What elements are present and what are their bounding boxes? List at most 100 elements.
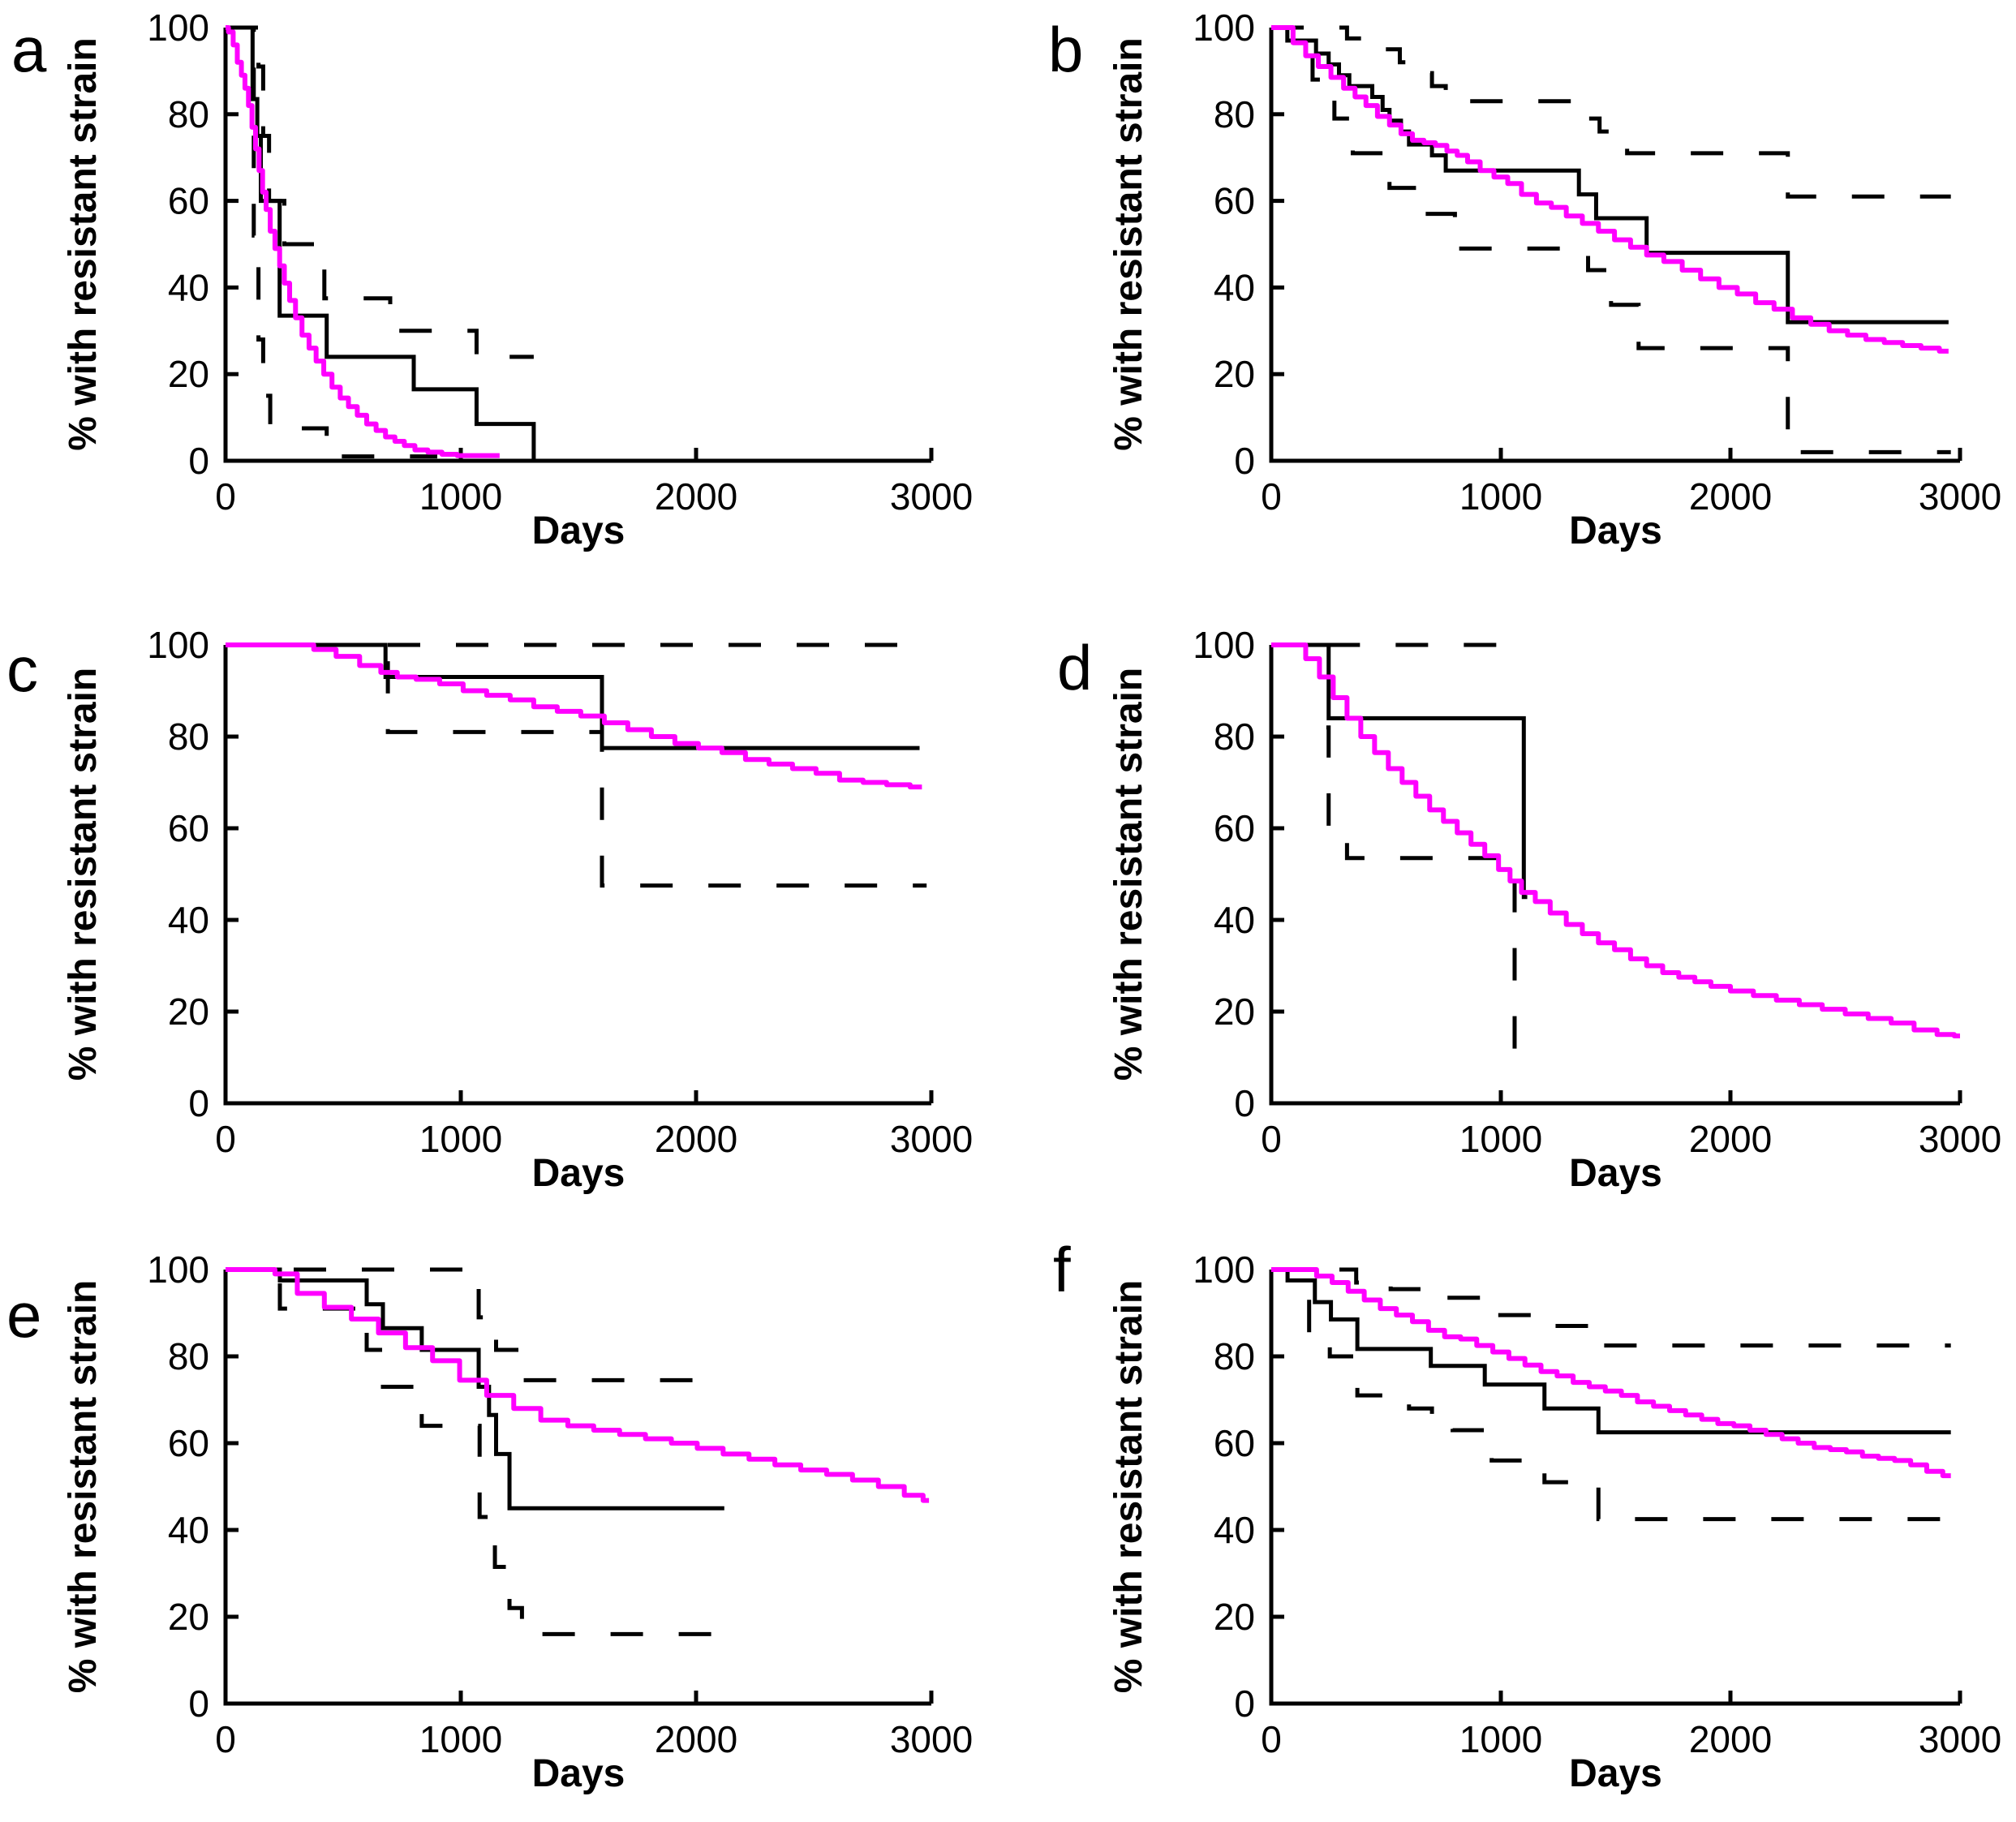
y-axis-title: % with resistant strain xyxy=(1107,37,1150,450)
x-tick-label: 2000 xyxy=(655,1118,737,1160)
y-tick-label: 60 xyxy=(1214,180,1255,222)
x-tick-label: 1000 xyxy=(419,1118,502,1160)
panel-b: 0 1000 2000 3000 0 20 40 60 80 100 Days % with resi… xyxy=(1048,6,2001,552)
y-tick-label: 0 xyxy=(1234,440,1255,482)
y-axis-title: % with resistant strain xyxy=(1107,668,1150,1081)
y-tick-label: 60 xyxy=(1214,807,1255,849)
y-tick-label: 80 xyxy=(1214,93,1255,135)
x-tick-label: 3000 xyxy=(890,1718,973,1760)
model-curve xyxy=(226,1267,930,1503)
y-axis-title: % with resistant strain xyxy=(1107,1280,1150,1693)
x-axis-title: Days xyxy=(532,1152,625,1195)
y-tick-label: 0 xyxy=(188,1682,209,1725)
km-curve xyxy=(226,25,536,461)
y-tick-label: 20 xyxy=(1214,1596,1255,1638)
y-tick-label: 80 xyxy=(1214,1335,1255,1377)
x-tick-label: 2000 xyxy=(1689,475,1772,518)
x-tick-label: 3000 xyxy=(1919,475,2001,518)
model-curve xyxy=(226,642,922,790)
x-axis-title: Days xyxy=(1569,1152,1662,1195)
x-tick-label: 1000 xyxy=(1459,1718,1542,1760)
y-tick-label: 0 xyxy=(188,1082,209,1124)
y-tick-label: 100 xyxy=(147,6,209,49)
y-tick-label: 80 xyxy=(1214,715,1255,758)
ci-lower-curve xyxy=(1271,25,1951,454)
x-tick-label: 0 xyxy=(215,475,236,518)
ci-upper-curve xyxy=(1271,25,1951,199)
panel-letter-b: b xyxy=(1048,14,1083,85)
x-axis-title: Days xyxy=(532,1752,625,1795)
y-tick-label: 60 xyxy=(1214,1422,1255,1464)
y-axis-title: % with resistant strain xyxy=(62,37,105,450)
x-tick-label: 2000 xyxy=(655,475,737,518)
y-axis-title: % with resistant strain xyxy=(62,1280,105,1693)
y-tick-label: 100 xyxy=(147,624,209,666)
ci-upper-curve xyxy=(226,25,534,359)
model-curve xyxy=(1271,25,1949,354)
km-curve xyxy=(1271,1267,1951,1435)
x-tick-label: 0 xyxy=(1261,475,1282,518)
y-tick-label: 60 xyxy=(168,1422,209,1464)
y-tick-label: 100 xyxy=(1193,6,1255,49)
x-tick-label: 3000 xyxy=(1919,1718,2001,1760)
y-tick-label: 80 xyxy=(168,1335,209,1377)
km-curve xyxy=(226,642,920,750)
y-tick-label: 80 xyxy=(168,93,209,135)
ci-lower-curve xyxy=(1271,1267,1951,1522)
km-curve xyxy=(226,1267,724,1510)
model-curve xyxy=(226,25,500,458)
model-curve xyxy=(1271,1267,1951,1479)
x-tick-label: 2000 xyxy=(1689,1718,1772,1760)
y-tick-label: 80 xyxy=(168,715,209,758)
ci-upper-curve xyxy=(1271,1267,1951,1348)
y-tick-label: 40 xyxy=(168,1509,209,1551)
panel-c: 0 1000 2000 3000 0 20 40 60 80 100 Days % with resi… xyxy=(6,624,973,1195)
ci-lower-curve xyxy=(226,25,437,459)
x-tick-label: 0 xyxy=(215,1118,236,1160)
panel-d: 0 1000 2000 3000 0 20 40 60 80 100 Days % with resi… xyxy=(1057,624,2001,1195)
panel-letter-f: f xyxy=(1053,1234,1071,1305)
y-tick-label: 40 xyxy=(1214,1509,1255,1551)
x-tick-label: 3000 xyxy=(890,1118,973,1160)
panel-letter-a: a xyxy=(11,14,47,85)
y-tick-label: 100 xyxy=(1193,624,1255,666)
y-tick-label: 0 xyxy=(1234,1682,1255,1725)
panel-e: 0 1000 2000 3000 0 20 40 60 80 100 Days % with resi… xyxy=(6,1248,973,1795)
panel-a: 0 1000 2000 3000 0 20 40 60 80 100 Days % with resi… xyxy=(11,6,973,552)
y-tick-label: 20 xyxy=(1214,990,1255,1033)
x-tick-label: 1000 xyxy=(1459,1118,1542,1160)
x-tick-label: 3000 xyxy=(1919,1118,2001,1160)
y-tick-label: 40 xyxy=(1214,266,1255,308)
y-tick-label: 40 xyxy=(1214,899,1255,941)
y-tick-label: 60 xyxy=(168,180,209,222)
x-axis-title: Days xyxy=(1569,509,1662,552)
km-curve xyxy=(1271,25,1949,324)
y-tick-label: 0 xyxy=(188,440,209,482)
panel-letter-e: e xyxy=(6,1279,41,1351)
panel-letter-d: d xyxy=(1057,632,1092,703)
y-tick-label: 100 xyxy=(147,1248,209,1291)
km-curve xyxy=(1271,642,1528,900)
y-tick-label: 100 xyxy=(1193,1248,1255,1291)
x-axis-title: Days xyxy=(1569,1752,1662,1795)
x-tick-label: 1000 xyxy=(419,1718,502,1760)
x-tick-label: 0 xyxy=(215,1718,236,1760)
x-tick-label: 1000 xyxy=(419,475,502,518)
x-tick-label: 0 xyxy=(1261,1718,1282,1760)
y-tick-label: 20 xyxy=(168,353,209,395)
x-tick-label: 0 xyxy=(1261,1118,1282,1160)
x-tick-label: 2000 xyxy=(1689,1118,1772,1160)
y-tick-label: 40 xyxy=(168,899,209,941)
model-curve xyxy=(1271,642,1960,1038)
x-axis-title: Days xyxy=(532,509,625,552)
y-tick-label: 0 xyxy=(1234,1082,1255,1124)
ci-lower-curve xyxy=(1326,725,1517,1058)
panel-f: 0 1000 2000 3000 0 20 40 60 80 100 Days % with resi… xyxy=(1053,1234,2001,1795)
x-tick-label: 2000 xyxy=(655,1718,737,1760)
y-tick-label: 60 xyxy=(168,807,209,849)
y-tick-label: 20 xyxy=(168,990,209,1033)
x-tick-label: 1000 xyxy=(1459,475,1542,518)
